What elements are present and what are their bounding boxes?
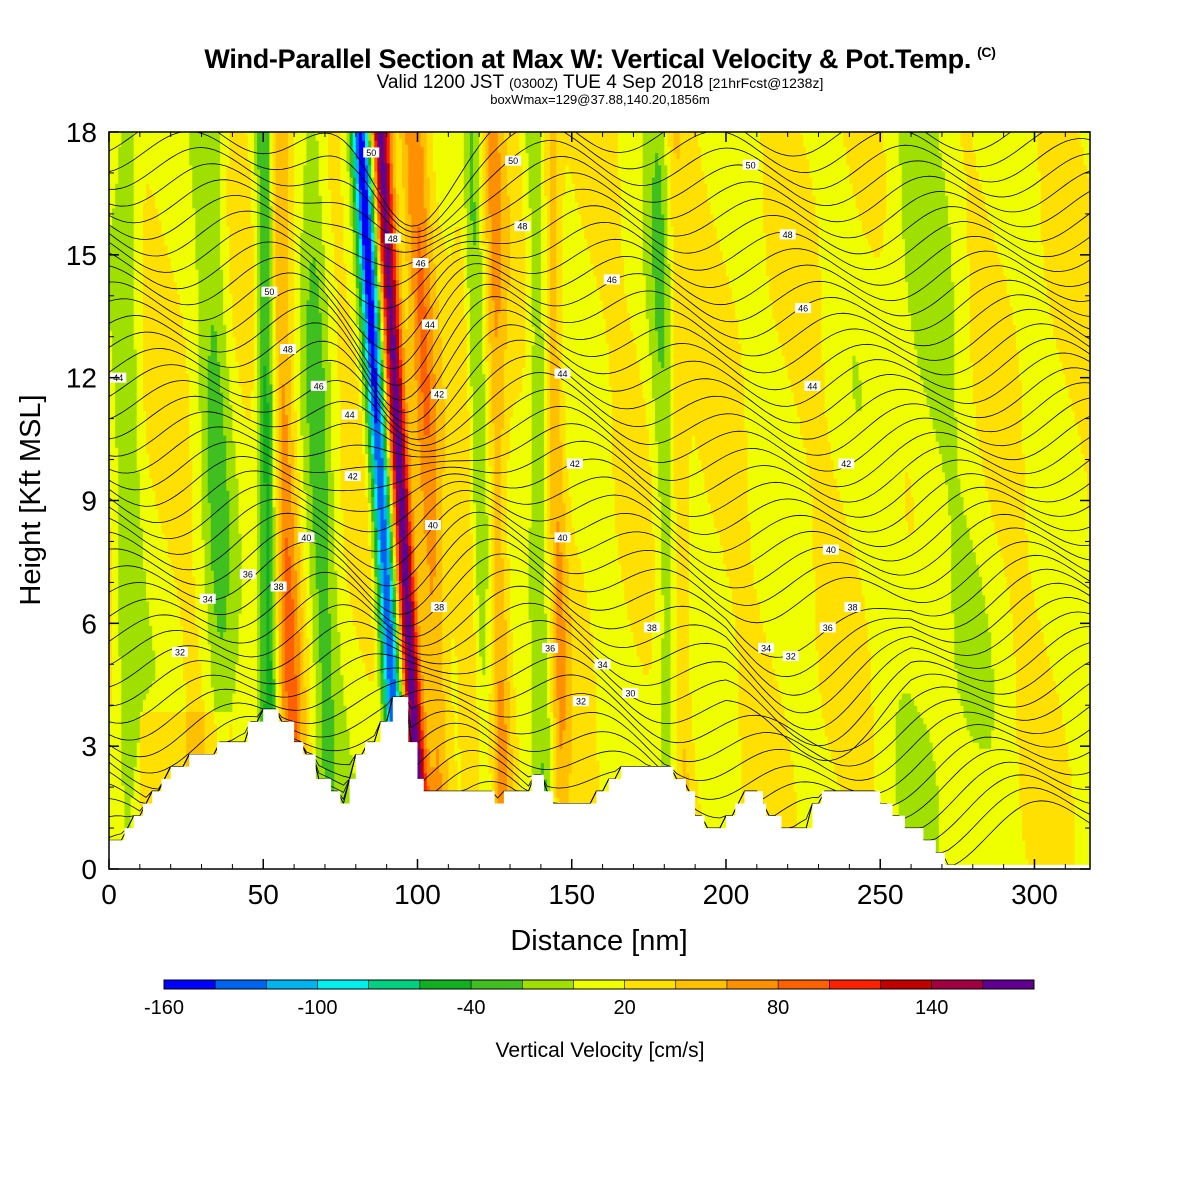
contour-label: 46 (311, 381, 327, 392)
colorbar-tick-label: -40 (457, 997, 486, 1019)
colorbar-swatch (318, 980, 370, 989)
colorbar-tick-label: 20 (613, 997, 635, 1019)
contour-label: 50 (743, 160, 759, 171)
contour-label: 32 (783, 651, 799, 662)
contour-label: 42 (838, 459, 854, 470)
y-tick-label: 15 (66, 240, 97, 271)
contour-label: 48 (385, 233, 401, 244)
contour-label: 40 (823, 545, 839, 556)
y-tick-label: 18 (66, 117, 97, 148)
colorbar-swatch (778, 980, 830, 989)
contour-label: 38 (644, 622, 660, 633)
contour-label: 40 (425, 520, 441, 531)
contour-label: 34 (595, 659, 611, 670)
colorbar-tick-label: -100 (298, 997, 338, 1019)
contour-label: 32 (172, 647, 188, 658)
colorbar-swatch (369, 980, 421, 989)
colorbar-swatch (215, 980, 267, 989)
y-tick-label: 6 (81, 608, 97, 639)
y-tick-label: 3 (81, 731, 97, 762)
contour-label: 34 (200, 594, 216, 605)
colorbar-swatch (676, 980, 728, 989)
contour-label: 44 (804, 381, 820, 392)
contour-label: 40 (554, 532, 570, 543)
x-tick-label: 100 (394, 879, 441, 910)
y-tick-label: 12 (66, 363, 97, 394)
contour-label: 46 (413, 258, 429, 269)
colorbar-swatch (471, 980, 523, 989)
colorbar-swatch (164, 980, 216, 989)
contour-label: 36 (820, 622, 836, 633)
colorbar-swatch (727, 980, 779, 989)
colorbar-swatch (522, 980, 574, 989)
colorbar-swatch (573, 980, 625, 989)
contour-label: 42 (431, 389, 447, 400)
contour-label: 48 (280, 344, 296, 355)
contour-label: 38 (431, 602, 447, 613)
section-plot: 5050504848484646504644484444444642444242… (0, 0, 1200, 1200)
plot-area: 5050504848484646504644484444444642444242… (109, 108, 1091, 869)
contour-label: 50 (261, 287, 277, 298)
colorbar: -160 -100 -40 20 80 140 (144, 980, 1034, 1019)
contour-label: 44 (422, 319, 438, 330)
colorbar-label: Vertical Velocity [cm/s] (496, 1039, 705, 1062)
y-tick-label: 9 (81, 486, 97, 517)
x-tick-label: 0 (101, 879, 117, 910)
contour-label: 38 (271, 581, 287, 592)
contour-label: 48 (780, 229, 796, 240)
x-axis-label: Distance [nm] (510, 925, 687, 957)
contour-label: 36 (240, 569, 256, 580)
x-tick-label: 50 (248, 879, 279, 910)
colorbar-tick-label: 140 (915, 997, 948, 1019)
contour-label: 36 (542, 643, 558, 654)
y-tick-label: 0 (81, 854, 97, 885)
contour-label: 32 (573, 696, 589, 707)
colorbar-swatch (880, 980, 932, 989)
contour-label: 46 (604, 274, 620, 285)
colorbar-swatch (932, 980, 984, 989)
contour-label: 44 (342, 410, 358, 421)
x-tick-label: 300 (1011, 879, 1058, 910)
contour-label: 30 (622, 688, 638, 699)
x-tick-label: 150 (548, 879, 595, 910)
chart-figure: Wind-Parallel Section at Max W: Vertical… (0, 0, 1200, 1200)
x-tick-label: 200 (703, 879, 750, 910)
colorbar-swatch (829, 980, 881, 989)
contour-label: 42 (345, 471, 361, 482)
contour-label: 50 (363, 147, 379, 158)
colorbar-tick-label: 80 (767, 997, 789, 1019)
colorbar-swatch (420, 980, 472, 989)
contour-label: 46 (795, 303, 811, 314)
x-tick-label: 250 (857, 879, 904, 910)
contour-label: 38 (844, 602, 860, 613)
contour-label: 42 (567, 459, 583, 470)
contour-label: 50 (505, 156, 521, 167)
colorbar-swatch (266, 980, 318, 989)
contour-label: 34 (758, 643, 774, 654)
contour-label: 40 (298, 532, 314, 543)
contour-label: 48 (514, 221, 530, 232)
colorbar-swatch (983, 980, 1035, 989)
colorbar-tick-label: -160 (144, 997, 184, 1019)
contour-label: 44 (554, 369, 570, 380)
y-axis-label: Height [Kft MSL] (15, 394, 47, 605)
colorbar-swatch (625, 980, 677, 989)
